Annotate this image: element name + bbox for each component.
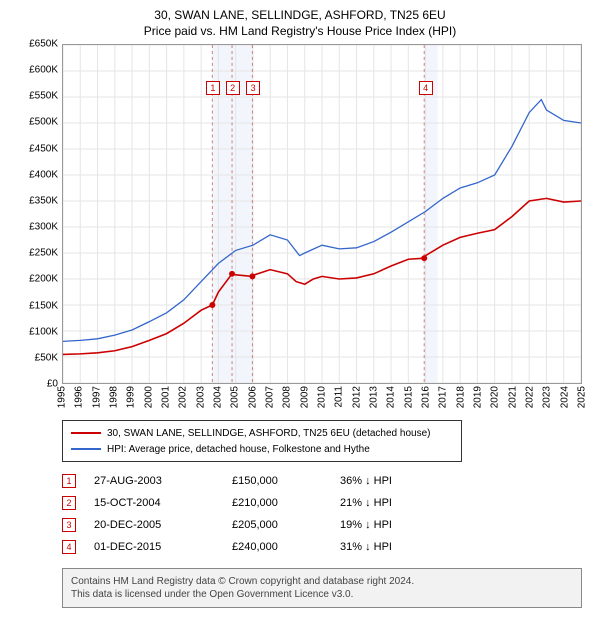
legend-label: 30, SWAN LANE, SELLINDGE, ASHFORD, TN25 … [107, 428, 430, 439]
legend-item: HPI: Average price, detached house, Folk… [71, 441, 453, 457]
y-tick-label: £350K [14, 195, 58, 206]
event-diff: 36% ↓ HPI [340, 475, 430, 487]
event-row: 2 15-OCT-2004 £210,000 21% ↓ HPI [62, 492, 588, 514]
x-tick-label: 1996 [74, 386, 85, 408]
event-marker: 4 [62, 540, 76, 554]
event-date: 20-DEC-2005 [94, 519, 214, 531]
y-tick-label: £0 [14, 379, 58, 390]
event-row: 1 27-AUG-2003 £150,000 36% ↓ HPI [62, 470, 588, 492]
y-tick-label: £400K [14, 169, 58, 180]
x-tick-label: 2024 [559, 386, 570, 408]
chart-marker-1: 1 [206, 81, 220, 95]
x-tick-label: 2017 [438, 386, 449, 408]
title-subtitle: Price paid vs. HM Land Registry's House … [12, 24, 588, 38]
chart-marker-3: 3 [246, 81, 260, 95]
events-table: 1 27-AUG-2003 £150,000 36% ↓ HPI 2 15-OCT-200… [62, 470, 588, 558]
x-tick-label: 2011 [334, 386, 345, 408]
event-price: £205,000 [232, 519, 322, 531]
legend-swatch [71, 448, 101, 450]
y-tick-label: £150K [14, 300, 58, 311]
x-tick-label: 2012 [351, 386, 362, 408]
y-tick-label: £550K [14, 91, 58, 102]
x-tick-label: 2010 [317, 386, 328, 408]
x-axis-ticks: 1995199619971998199920002001200220032004… [62, 386, 582, 414]
x-tick-label: 2013 [369, 386, 380, 408]
event-price: £240,000 [232, 541, 322, 553]
legend: 30, SWAN LANE, SELLINDGE, ASHFORD, TN25 … [62, 420, 462, 462]
y-tick-label: £500K [14, 117, 58, 128]
event-row: 4 01-DEC-2015 £240,000 31% ↓ HPI [62, 536, 588, 558]
event-date: 15-OCT-2004 [94, 497, 214, 509]
x-tick-label: 2002 [178, 386, 189, 408]
y-tick-label: £450K [14, 143, 58, 154]
x-tick-label: 2021 [507, 386, 518, 408]
x-tick-label: 2025 [577, 386, 588, 408]
footer-line2: This data is licensed under the Open Gov… [71, 588, 573, 601]
legend-item: 30, SWAN LANE, SELLINDGE, ASHFORD, TN25 … [71, 425, 453, 441]
plot-frame: 123 4 [62, 44, 582, 384]
x-tick-label: 2015 [403, 386, 414, 408]
x-tick-label: 2005 [230, 386, 241, 408]
y-tick-label: £600K [14, 65, 58, 76]
y-tick-label: £650K [14, 39, 58, 50]
x-tick-label: 2003 [195, 386, 206, 408]
footer-licence: Contains HM Land Registry data © Crown c… [62, 568, 582, 608]
event-date: 27-AUG-2003 [94, 475, 214, 487]
footer-line1: Contains HM Land Registry data © Crown c… [71, 575, 573, 588]
event-diff: 19% ↓ HPI [340, 519, 430, 531]
x-tick-label: 2008 [282, 386, 293, 408]
chart-container: 30, SWAN LANE, SELLINDGE, ASHFORD, TN25 … [0, 0, 600, 614]
plot-svg [63, 45, 581, 383]
y-tick-label: £250K [14, 248, 58, 259]
x-tick-label: 1999 [126, 386, 137, 408]
legend-swatch [71, 432, 101, 434]
x-tick-label: 2009 [299, 386, 310, 408]
x-tick-label: 2014 [386, 386, 397, 408]
x-tick-label: 2007 [265, 386, 276, 408]
legend-label: HPI: Average price, detached house, Folk… [107, 444, 370, 455]
x-tick-label: 1995 [57, 386, 68, 408]
x-tick-label: 2004 [213, 386, 224, 408]
chart-marker-4: 4 [419, 81, 433, 95]
event-marker: 1 [62, 474, 76, 488]
y-tick-label: £100K [14, 326, 58, 337]
x-tick-label: 2019 [473, 386, 484, 408]
event-date: 01-DEC-2015 [94, 541, 214, 553]
x-tick-label: 2023 [542, 386, 553, 408]
event-price: £210,000 [232, 497, 322, 509]
x-tick-label: 2001 [161, 386, 172, 408]
event-marker: 2 [62, 496, 76, 510]
event-price: £150,000 [232, 475, 322, 487]
event-row: 3 20-DEC-2005 £205,000 19% ↓ HPI [62, 514, 588, 536]
x-tick-label: 2000 [143, 386, 154, 408]
x-tick-label: 2016 [421, 386, 432, 408]
chart-titles: 30, SWAN LANE, SELLINDGE, ASHFORD, TN25 … [12, 8, 588, 38]
chart-area: £0 £50K £100K £150K £200K £250K £300K £350K £400… [12, 44, 588, 414]
y-tick-label: £200K [14, 274, 58, 285]
x-tick-label: 2022 [525, 386, 536, 408]
x-tick-label: 2006 [247, 386, 258, 408]
event-marker: 3 [62, 518, 76, 532]
y-tick-label: £50K [14, 352, 58, 363]
x-tick-label: 1997 [91, 386, 102, 408]
x-tick-label: 2018 [455, 386, 466, 408]
title-address: 30, SWAN LANE, SELLINDGE, ASHFORD, TN25 … [12, 8, 588, 22]
x-tick-label: 2020 [490, 386, 501, 408]
event-diff: 31% ↓ HPI [340, 541, 430, 553]
x-tick-label: 1998 [109, 386, 120, 408]
chart-marker-2: 2 [226, 81, 240, 95]
y-tick-label: £300K [14, 222, 58, 233]
event-diff: 21% ↓ HPI [340, 497, 430, 509]
